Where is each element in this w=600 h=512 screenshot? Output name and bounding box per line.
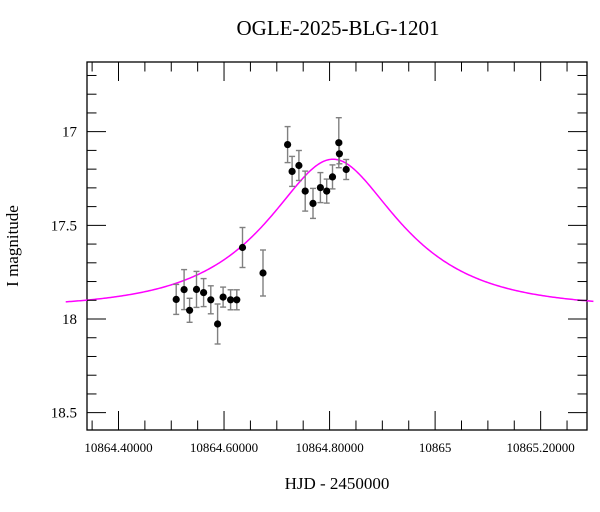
svg-text:10864.60000: 10864.60000 [190,440,258,455]
svg-text:18: 18 [62,312,77,328]
svg-text:OGLE-2025-BLG-1201: OGLE-2025-BLG-1201 [237,16,440,40]
svg-text:10864.80000: 10864.80000 [295,440,363,455]
svg-text:I magnitude: I magnitude [3,205,22,287]
svg-text:10865.20000: 10865.20000 [507,440,575,455]
svg-text:18.5: 18.5 [51,406,77,422]
svg-text:10865: 10865 [419,440,452,455]
svg-text:HJD - 2450000: HJD - 2450000 [285,474,390,493]
svg-text:10864.40000: 10864.40000 [84,440,152,455]
svg-text:17.5: 17.5 [51,218,77,234]
svg-text:17: 17 [62,125,78,141]
